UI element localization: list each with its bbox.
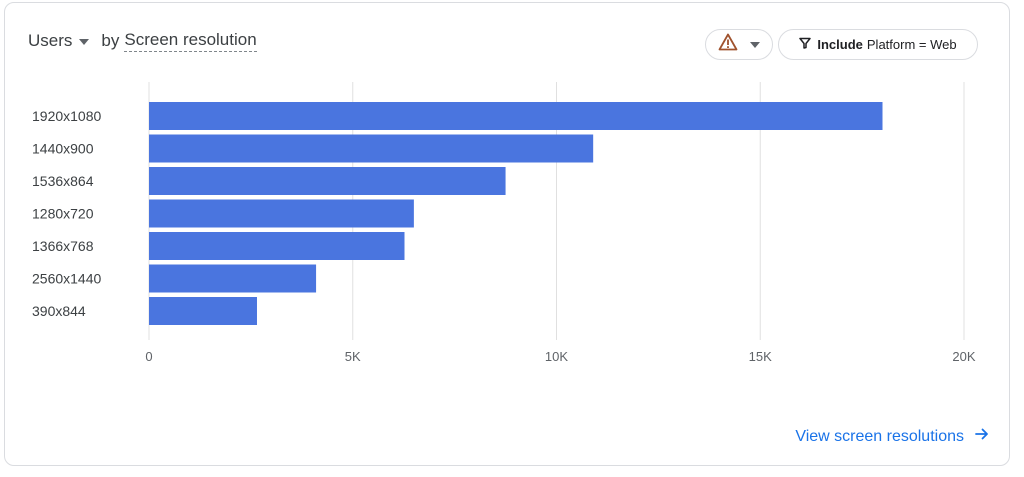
filter-include-label: Include: [817, 37, 863, 52]
x-tick-label: 5K: [345, 349, 361, 364]
filter-icon: [799, 37, 812, 52]
bar[interactable]: [149, 297, 257, 325]
x-tick-label: 15K: [749, 349, 772, 364]
bar[interactable]: [149, 134, 594, 163]
card-header: Users by Screen resolution: [28, 30, 257, 52]
bar[interactable]: [149, 232, 405, 260]
category-label: 1440x900: [32, 141, 94, 157]
view-screen-resolutions-label: View screen resolutions: [795, 427, 964, 445]
warning-dropdown-chip[interactable]: [705, 29, 773, 60]
bar[interactable]: [149, 102, 883, 130]
arrow-right-icon: [974, 426, 990, 447]
metric-label: Users: [28, 31, 73, 50]
bar[interactable]: [149, 199, 414, 228]
chevron-down-icon: [750, 41, 760, 48]
warning-icon: [718, 33, 738, 56]
category-label: 2560x1440: [32, 271, 102, 287]
metric-selector[interactable]: Users: [28, 31, 101, 51]
x-tick-label: 0: [145, 349, 152, 364]
filter-condition: Platform = Web: [866, 37, 957, 52]
bar[interactable]: [149, 167, 506, 195]
view-screen-resolutions-link[interactable]: View screen resolutions: [795, 426, 990, 447]
category-label: 1920x1080: [32, 108, 102, 124]
category-label: 1536x864: [32, 173, 94, 189]
x-tick-label: 10K: [545, 349, 568, 364]
x-tick-label: 20K: [952, 349, 975, 364]
filter-chip[interactable]: Include Platform = Web: [778, 29, 978, 60]
by-label: by: [101, 31, 120, 50]
category-label: 1280x720: [32, 206, 94, 222]
category-label: 1366x768: [32, 238, 94, 254]
bar[interactable]: [149, 264, 317, 293]
caret-down-icon: [79, 38, 90, 45]
category-label: 390x844: [32, 303, 86, 319]
dimension-selector[interactable]: Screen resolution: [124, 30, 257, 52]
